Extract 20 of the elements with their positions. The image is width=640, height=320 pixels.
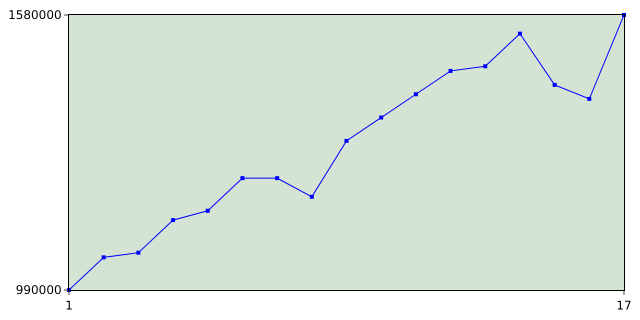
- point: [310, 194, 314, 199]
- point: [587, 96, 592, 101]
- point: [275, 176, 280, 180]
- x-tick-label: 1: [65, 298, 73, 312]
- x-tick-label: 17: [616, 298, 632, 312]
- point: [552, 82, 557, 87]
- point: [448, 68, 453, 73]
- point: [206, 208, 210, 213]
- point: [240, 176, 244, 180]
- point: [414, 92, 418, 96]
- point: [102, 255, 106, 260]
- point: [379, 116, 384, 120]
- point: [483, 64, 488, 68]
- y-tick-label: 1580000: [8, 8, 62, 22]
- point: [136, 250, 140, 255]
- point: [344, 138, 348, 143]
- point: [518, 32, 522, 36]
- point: [171, 218, 176, 222]
- line-series: [67, 13, 626, 292]
- y-tick-label: 990000: [16, 283, 62, 298]
